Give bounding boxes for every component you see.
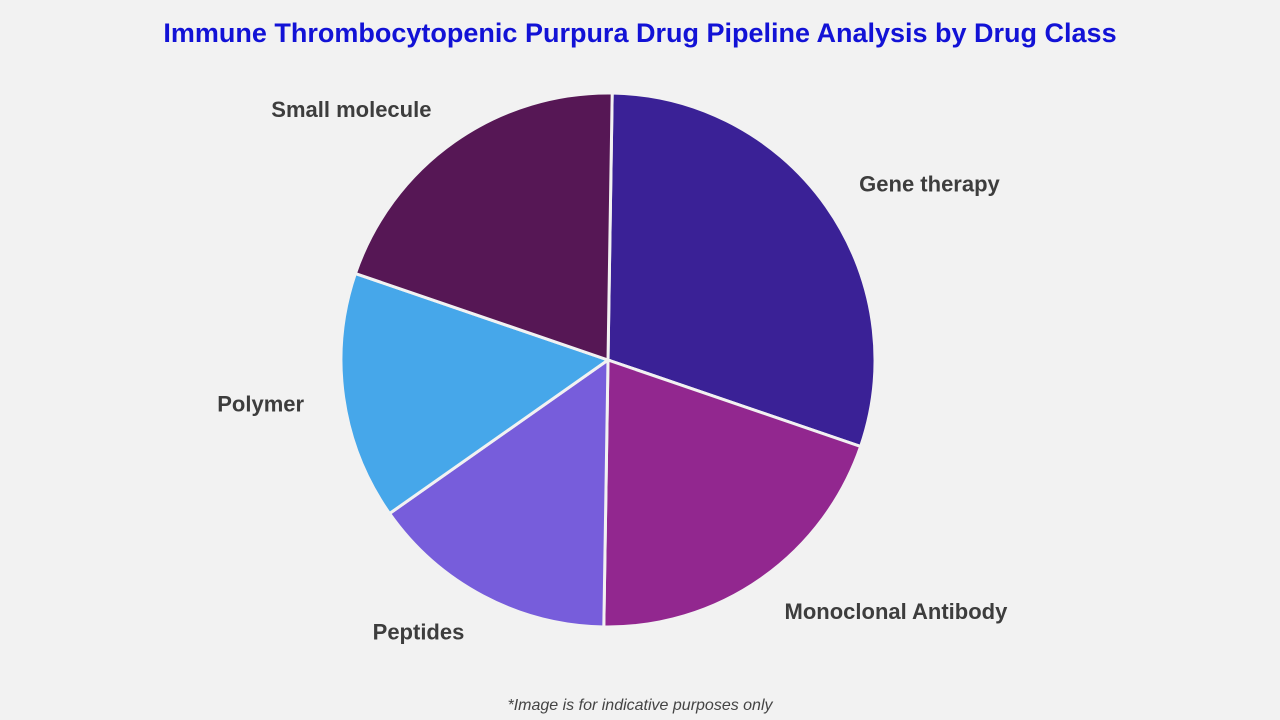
slice-label: Monoclonal Antibody bbox=[785, 599, 1009, 624]
pie-slice-gene-therapy bbox=[606, 91, 877, 449]
slice-label: Small molecule bbox=[271, 97, 431, 122]
slice-label: Gene therapy bbox=[859, 171, 1000, 196]
chart-title: Immune Thrombocytopenic Purpura Drug Pip… bbox=[163, 18, 1117, 48]
pie-slice-monoclonal-antibody bbox=[602, 357, 863, 629]
footnote: *Image is for indicative purposes only bbox=[507, 697, 773, 714]
slice-label: Polymer bbox=[217, 391, 304, 416]
pie-slice-polymer bbox=[339, 271, 612, 516]
pie-slice-peptides bbox=[387, 357, 610, 629]
slice-label: Peptides bbox=[373, 619, 465, 644]
pie-slice-small-molecule bbox=[353, 91, 614, 363]
